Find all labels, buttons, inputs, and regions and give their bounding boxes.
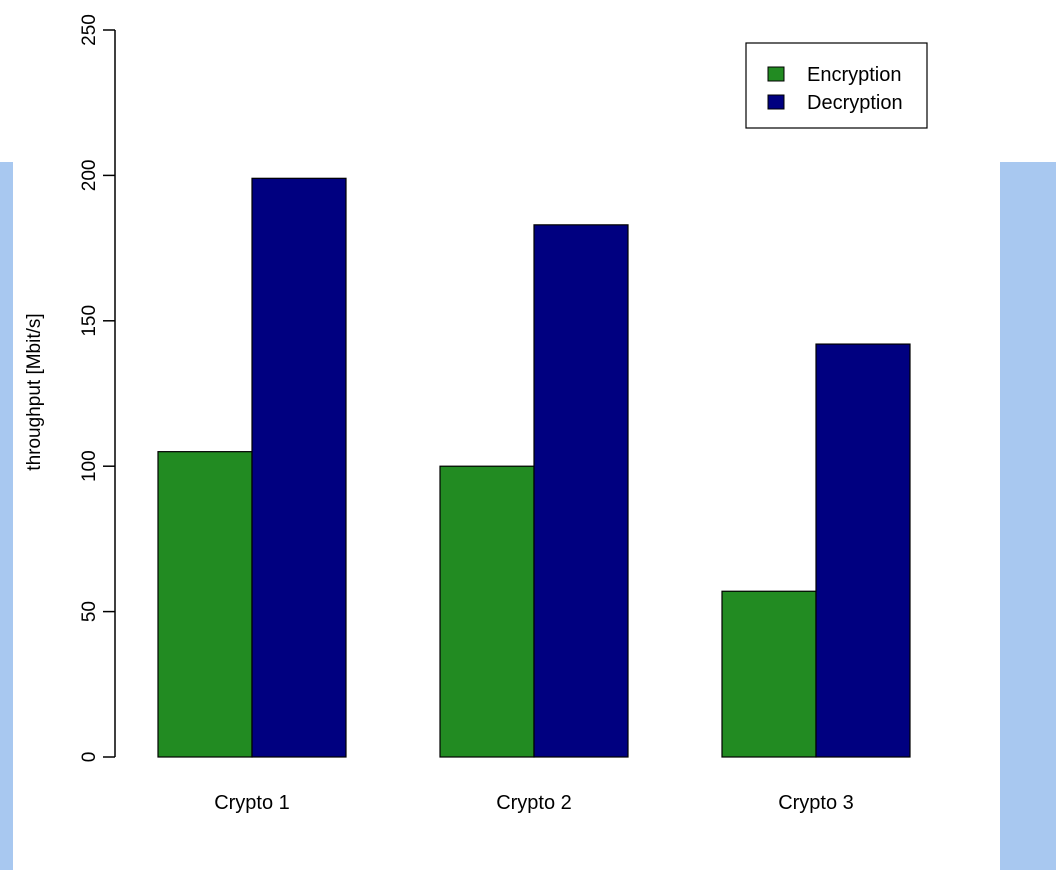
y-axis-label: throughput [Mbit/s]: [24, 313, 45, 470]
y-tick-label: 50: [79, 601, 100, 622]
x-axis-labels: Crypto 1 Crypto 2 Crypto 3: [214, 792, 854, 814]
bars: [157, 177, 911, 758]
x-category-label: Crypto 2: [496, 792, 572, 814]
legend-swatch-decryption: [767, 94, 785, 110]
y-tick-label: 100: [79, 450, 100, 482]
y-tick-label: 150: [79, 305, 100, 337]
legend-label-encryption: Encryption: [807, 64, 902, 86]
legend-box: [745, 42, 928, 129]
legend-swatch-encryption: [767, 66, 785, 82]
x-category-label: Crypto 1: [214, 792, 290, 814]
right-side-panel: [1000, 162, 1056, 870]
bar-encryption-2: [439, 465, 535, 758]
bar-encryption-3: [721, 590, 817, 758]
x-category-label: Crypto 3: [778, 792, 854, 814]
bar-encryption-1: [157, 451, 253, 758]
legend-label-decryption: Decryption: [807, 92, 903, 114]
y-axis: 0 50 100 150 200 250: [79, 14, 116, 763]
bar-decryption-2: [533, 224, 629, 758]
y-tick-label: 250: [79, 14, 100, 46]
y-tick-label: 0: [79, 752, 100, 763]
y-tick-label: 200: [79, 160, 100, 192]
left-side-panel: [0, 162, 13, 870]
bar-decryption-1: [251, 177, 347, 758]
legend: Encryption Decryption: [745, 42, 928, 129]
bar-decryption-3: [815, 343, 911, 758]
